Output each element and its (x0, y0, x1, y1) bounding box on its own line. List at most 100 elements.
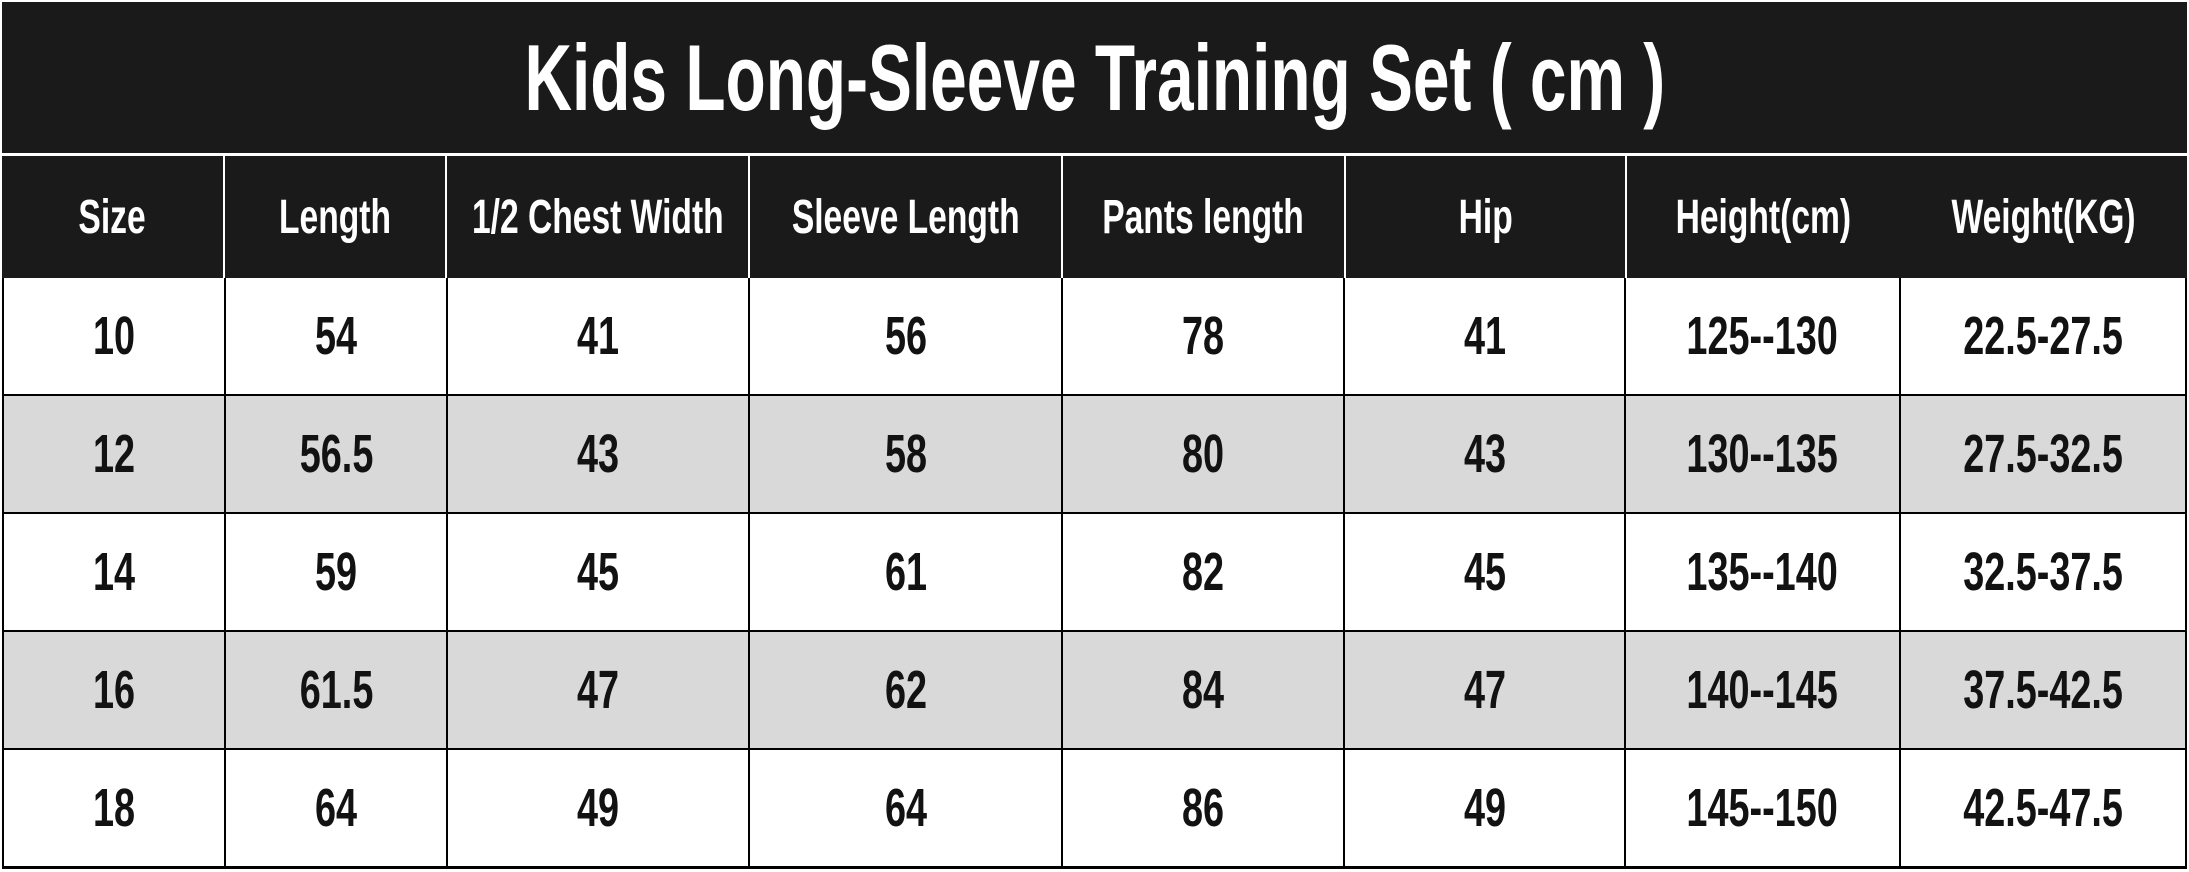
table-header-row: Size Length 1/2 Chest Width Sleeve Lengt… (2, 156, 2187, 278)
cell-value: 12 (93, 424, 136, 484)
cell-value: 86 (1182, 778, 1225, 838)
table-cell: 10 (4, 278, 224, 394)
cell-value: 82 (1182, 542, 1225, 602)
table-cell: 130--135 (1624, 396, 1899, 512)
table-cell: 49 (1343, 750, 1624, 866)
cell-value: 43 (577, 424, 620, 484)
column-header-label: 1/2 Chest Width (471, 190, 724, 244)
table-row-size-16: 16 61.5 47 62 84 47 140--145 37.5-42.5 (4, 630, 2185, 748)
table-cell: 47 (446, 632, 748, 748)
cell-value: 135--140 (1686, 542, 1839, 602)
table-row-size-10: 10 54 41 56 78 41 125--130 22.5-27.5 (4, 278, 2185, 394)
table-cell: 45 (446, 514, 748, 630)
cell-value: 84 (1182, 660, 1225, 720)
table-cell: 49 (446, 750, 748, 866)
column-header-label: Height(cm) (1676, 190, 1852, 244)
table-cell: 37.5-42.5 (1899, 632, 2185, 748)
table-cell: 78 (1061, 278, 1343, 394)
cell-value: 45 (1463, 542, 1506, 602)
table-cell: 59 (224, 514, 446, 630)
cell-value: 42.5-47.5 (1963, 778, 2123, 838)
table-cell: 47 (1343, 632, 1624, 748)
table-row-size-12: 12 56.5 43 58 80 43 130--135 27.5-32.5 (4, 394, 2185, 512)
table-cell: 42.5-47.5 (1899, 750, 2185, 866)
cell-value: 145--150 (1686, 778, 1839, 838)
column-header-hip: Hip (1343, 156, 1625, 278)
table-cell: 14 (4, 514, 224, 630)
chart-title: Kids Long-Sleeve Training Set ( cm ) (524, 24, 1665, 130)
cell-value: 54 (315, 306, 358, 366)
cell-value: 59 (315, 542, 358, 602)
cell-value: 43 (1463, 424, 1506, 484)
cell-value: 27.5-32.5 (1963, 424, 2123, 484)
table-cell: 61 (748, 514, 1061, 630)
table-cell: 56 (748, 278, 1061, 394)
column-header-height: Height(cm) (1625, 156, 1901, 278)
column-header-sleeve-length: Sleeve Length (747, 156, 1061, 278)
table-cell: 64 (748, 750, 1061, 866)
table-cell: 43 (446, 396, 748, 512)
cell-value: 49 (577, 778, 620, 838)
table-cell: 58 (748, 396, 1061, 512)
column-header-label: Length (278, 190, 391, 244)
table-cell: 140--145 (1624, 632, 1899, 748)
cell-value: 56 (884, 306, 927, 366)
table-row-size-14: 14 59 45 61 82 45 135--140 32.5-37.5 (4, 512, 2185, 630)
column-header-label: Sleeve Length (791, 190, 1020, 244)
cell-value: 32.5-37.5 (1963, 542, 2123, 602)
column-header-length: Length (222, 156, 446, 278)
cell-value: 47 (577, 660, 620, 720)
cell-value: 14 (93, 542, 136, 602)
column-header-half-chest-width: 1/2 Chest Width (445, 156, 747, 278)
table-cell: 18 (4, 750, 224, 866)
cell-value: 140--145 (1686, 660, 1839, 720)
table-cell: 62 (748, 632, 1061, 748)
cell-value: 130--135 (1686, 424, 1839, 484)
cell-value: 62 (884, 660, 927, 720)
cell-value: 22.5-27.5 (1963, 306, 2123, 366)
cell-value: 64 (884, 778, 927, 838)
table-cell: 27.5-32.5 (1899, 396, 2185, 512)
table-cell: 84 (1061, 632, 1343, 748)
cell-value: 47 (1463, 660, 1506, 720)
cell-value: 78 (1182, 306, 1225, 366)
table-cell: 64 (224, 750, 446, 866)
chart-title-bar: Kids Long-Sleeve Training Set ( cm ) (2, 2, 2187, 153)
cell-value: 18 (93, 778, 136, 838)
table-cell: 41 (1343, 278, 1624, 394)
column-header-label: Pants length (1102, 190, 1305, 244)
cell-value: 58 (884, 424, 927, 484)
cell-value: 37.5-42.5 (1963, 660, 2123, 720)
table-row-size-18: 18 64 49 64 86 49 145--150 42.5-47.5 (4, 748, 2185, 866)
table-cell: 125--130 (1624, 278, 1899, 394)
column-header-label: Weight(KG) (1951, 190, 2136, 244)
cell-value: 41 (1463, 306, 1506, 366)
cell-value: 56.5 (299, 424, 374, 484)
cell-value: 16 (93, 660, 136, 720)
cell-value: 41 (577, 306, 620, 366)
table-cell: 16 (4, 632, 224, 748)
column-header-pants-length: Pants length (1061, 156, 1343, 278)
column-header-size: Size (2, 156, 223, 278)
table-body: 10 54 41 56 78 41 125--130 22.5-27.5 12 … (2, 278, 2187, 869)
table-cell: 145--150 (1624, 750, 1899, 866)
table-cell: 41 (446, 278, 748, 394)
table-cell: 45 (1343, 514, 1624, 630)
table-cell: 56.5 (224, 396, 446, 512)
table-cell: 22.5-27.5 (1899, 278, 2185, 394)
table-cell: 32.5-37.5 (1899, 514, 2185, 630)
cell-value: 10 (93, 306, 136, 366)
table-cell: 86 (1061, 750, 1343, 866)
table-cell: 82 (1061, 514, 1343, 630)
cell-value: 61 (884, 542, 927, 602)
column-header-label: Size (78, 190, 146, 244)
cell-value: 49 (1463, 778, 1506, 838)
table-cell: 12 (4, 396, 224, 512)
column-header-weight: Weight(KG) (1901, 156, 2187, 278)
table-cell: 135--140 (1624, 514, 1899, 630)
cell-value: 61.5 (299, 660, 374, 720)
cell-value: 64 (315, 778, 358, 838)
cell-value: 45 (577, 542, 620, 602)
cell-value: 80 (1182, 424, 1225, 484)
table-cell: 43 (1343, 396, 1624, 512)
